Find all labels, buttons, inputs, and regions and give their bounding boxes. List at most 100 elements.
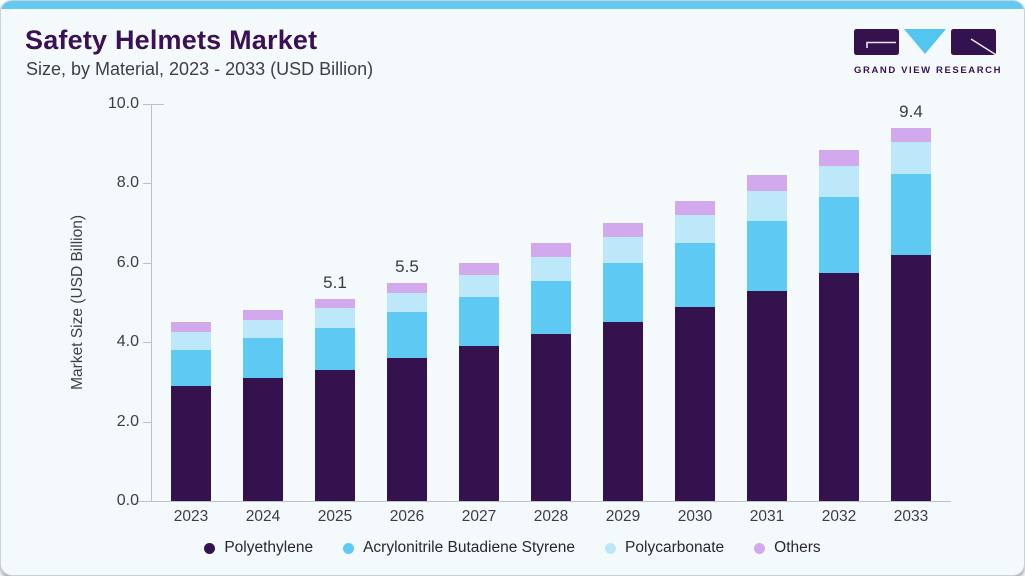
legend-label: Polycarbonate (625, 539, 725, 556)
bar-segment (891, 173, 931, 255)
bar-segment (603, 322, 643, 501)
bar-value-label: 5.1 (323, 272, 347, 292)
bar-segment (891, 127, 931, 142)
page-subtitle: Size, by Material, 2023 - 2033 (USD Bill… (26, 59, 374, 79)
bar-2028 (531, 243, 571, 501)
logo-r-mark (970, 38, 996, 56)
grand-view-research-logo: GRAND VIEW RESEARCH (854, 28, 1003, 76)
x-tick-label: 2026 (389, 508, 425, 525)
bar-segment (387, 292, 427, 313)
logo-wordmark: GRAND VIEW RESEARCH (854, 65, 1003, 76)
legend-item: Polycarbonate (605, 539, 724, 557)
bar-segment (171, 322, 211, 333)
bar-segment (747, 191, 787, 222)
bar-segment (243, 377, 283, 501)
legend-item: Polyethylene (204, 539, 313, 557)
bar-segment (747, 175, 787, 192)
y-tick-label: 8.0 (116, 174, 139, 192)
bar-value-label: 9.4 (899, 101, 923, 121)
bar-segment (315, 298, 355, 309)
y-tick-label: 2.0 (116, 412, 139, 430)
bar-segment (531, 243, 571, 257)
legend-label: Acrylonitrile Butadiene Styrene (363, 539, 576, 556)
bar-segment (459, 346, 499, 501)
bar-segment (459, 296, 499, 347)
bar-segment (387, 312, 427, 359)
y-tick-label: 4.0 (116, 333, 139, 351)
bar-segment (603, 236, 643, 263)
logo-g-mark (866, 41, 896, 48)
bar-segment (387, 358, 427, 501)
bar-segment (675, 201, 715, 216)
bar-segment (243, 310, 283, 321)
y-tick-mark (143, 104, 151, 105)
bar-segment (315, 370, 355, 501)
y-tick-mark (143, 183, 151, 185)
bar-segment (387, 282, 427, 293)
bar-segment (675, 243, 715, 307)
bar-segment (819, 149, 859, 166)
legend-item: Acrylonitrile Butadiene Styrene (343, 539, 575, 557)
gvr-logo-icon (854, 29, 996, 56)
bar-segment (531, 334, 571, 501)
bar-segment (675, 306, 715, 501)
bar-segment (603, 223, 643, 237)
bar-segment (603, 262, 643, 323)
bar-segment (675, 215, 715, 243)
bar-segment (891, 141, 931, 174)
bar-2027 (459, 262, 499, 501)
bar-2032 (819, 149, 859, 501)
bar-value-label: 5.5 (395, 256, 419, 276)
x-tick-label: 2024 (245, 508, 281, 525)
x-tick-label: 2023 (173, 508, 209, 525)
x-tick-label: 2031 (749, 508, 785, 525)
x-tick-label: 2028 (533, 508, 569, 525)
page-title: Safety Helmets Market (25, 25, 318, 55)
plot-area: 2023 2024 5.1 2025 5.5 2026 2027 2028 2029 2030 20… (151, 101, 951, 525)
y-tick-label: 10.0 (107, 95, 139, 112)
bar-segment (171, 332, 211, 351)
bar-segment (531, 280, 571, 335)
x-tick-label: 2025 (317, 508, 353, 525)
logo-v-triangle (904, 29, 946, 54)
bar-2025 (315, 298, 355, 501)
y-tick-mark (143, 421, 151, 423)
bar-2031 (747, 175, 787, 501)
bar-segment (243, 338, 283, 378)
bar-2026 (387, 282, 427, 501)
bar-2024 (243, 310, 283, 501)
bar-segment (819, 197, 859, 273)
bar-segment (315, 328, 355, 370)
legend-label: Others (774, 539, 821, 556)
legend: Polyethylene Acrylonitrile Butadiene Styr… (1, 539, 1024, 557)
bar-segment (243, 320, 283, 339)
y-tick-mark (143, 342, 151, 344)
bar-segment (891, 254, 931, 501)
bar-segment (315, 308, 355, 329)
bar-2030 (675, 201, 715, 501)
bar-segment (171, 350, 211, 386)
legend-dot-icon (605, 542, 617, 554)
legend-label: Polyethylene (224, 539, 314, 556)
x-tick-label: 2030 (677, 508, 713, 525)
x-tick-label: 2033 (893, 508, 929, 525)
bar-2033 (891, 127, 931, 501)
bar-segment (531, 256, 571, 281)
bar-2023 (171, 322, 211, 501)
bar-2029 (603, 223, 643, 501)
legend-dot-icon (204, 542, 216, 554)
bar-segment (171, 385, 211, 501)
x-axis-line (138, 501, 951, 502)
bar-segment (459, 274, 499, 297)
bar-segment (819, 272, 859, 501)
bar-segment (819, 165, 859, 198)
x-tick-label: 2032 (821, 508, 857, 525)
bar-segment (459, 262, 499, 275)
y-axis-line (151, 104, 152, 502)
y-tick-mark (143, 262, 151, 264)
y-tick-label: 0.0 (116, 492, 139, 509)
accent-strip (1, 1, 1024, 9)
y-tick-label: 6.0 (116, 253, 139, 271)
